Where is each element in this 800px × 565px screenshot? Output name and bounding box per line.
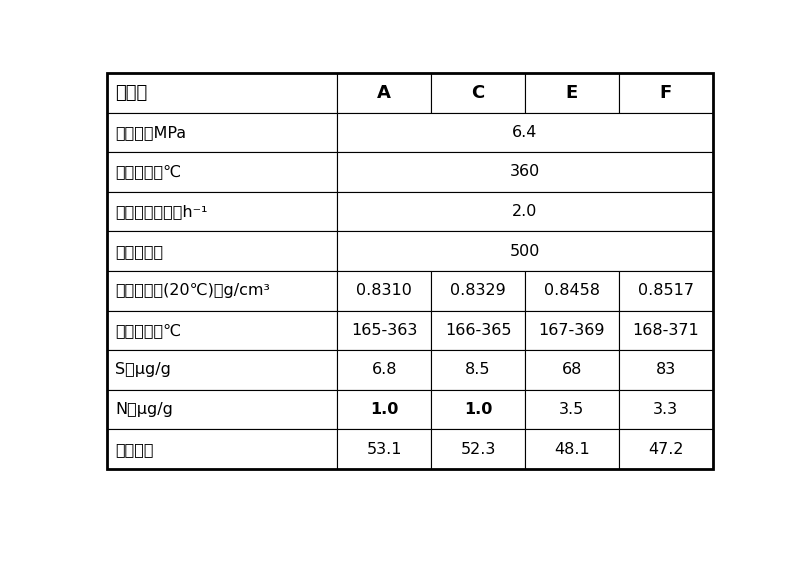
Text: 52.3: 52.3	[460, 442, 496, 457]
Bar	[525, 311, 618, 350]
Bar	[107, 232, 338, 271]
Bar	[107, 311, 338, 350]
Bar	[525, 429, 618, 469]
Text: 3.5: 3.5	[559, 402, 585, 417]
Text: 165-363: 165-363	[351, 323, 418, 338]
Text: C: C	[471, 84, 485, 102]
Text: 500: 500	[510, 244, 540, 259]
Text: 6.8: 6.8	[371, 362, 397, 377]
Bar	[338, 390, 431, 429]
Text: 0.8329: 0.8329	[450, 283, 506, 298]
Bar	[107, 73, 338, 112]
Text: 馏程范围，℃: 馏程范围，℃	[115, 323, 181, 338]
Bar	[107, 271, 338, 311]
Bar	[525, 271, 618, 311]
Bar	[618, 73, 713, 112]
Text: 液时体积空速，h⁻¹: 液时体积空速，h⁻¹	[115, 204, 207, 219]
Bar	[431, 390, 525, 429]
Bar	[338, 350, 431, 390]
Text: 十六烷值: 十六烷值	[115, 442, 154, 457]
Text: 0.8310: 0.8310	[356, 283, 412, 298]
Bar	[107, 152, 338, 192]
Text: F: F	[659, 84, 672, 102]
Text: 167-369: 167-369	[538, 323, 605, 338]
Text: 68: 68	[562, 362, 582, 377]
Bar	[431, 429, 525, 469]
Bar	[338, 271, 431, 311]
Bar	[431, 271, 525, 311]
Bar	[338, 73, 431, 112]
Text: 3.3: 3.3	[653, 402, 678, 417]
Bar	[431, 311, 525, 350]
Text: S，μg/g: S，μg/g	[115, 362, 170, 377]
Text: 2.0: 2.0	[512, 204, 538, 219]
Bar	[107, 390, 338, 429]
Text: 1.0: 1.0	[370, 402, 398, 417]
Bar	[431, 73, 525, 112]
Text: 48.1: 48.1	[554, 442, 590, 457]
Text: 168-371: 168-371	[632, 323, 699, 338]
Text: 83: 83	[655, 362, 676, 377]
Text: 47.2: 47.2	[648, 442, 683, 457]
Text: A: A	[378, 84, 391, 102]
Bar	[338, 152, 713, 192]
Text: 氢分压，MPa: 氢分压，MPa	[115, 125, 186, 140]
Text: 6.4: 6.4	[512, 125, 538, 140]
Bar	[525, 350, 618, 390]
Text: 8.5: 8.5	[466, 362, 491, 377]
Bar	[618, 311, 713, 350]
Bar	[338, 192, 713, 232]
Bar	[338, 232, 713, 271]
Bar	[338, 429, 431, 469]
Text: 反应温度，℃: 反应温度，℃	[115, 164, 181, 180]
Bar	[618, 350, 713, 390]
Bar	[338, 112, 713, 152]
Bar	[525, 390, 618, 429]
Text: 360: 360	[510, 164, 540, 180]
Bar	[618, 390, 713, 429]
Bar	[338, 311, 431, 350]
Bar	[618, 271, 713, 311]
Bar	[431, 350, 525, 390]
Bar	[107, 192, 338, 232]
Bar	[525, 73, 618, 112]
Text: N，μg/g: N，μg/g	[115, 402, 173, 417]
Text: E: E	[566, 84, 578, 102]
Text: 0.8517: 0.8517	[638, 283, 694, 298]
Text: 氢油体积比: 氢油体积比	[115, 244, 163, 259]
Text: 0.8458: 0.8458	[544, 283, 600, 298]
Bar	[107, 350, 338, 390]
Text: 生成油密度(20℃)，g/cm³: 生成油密度(20℃)，g/cm³	[115, 283, 270, 298]
Text: 催化剂: 催化剂	[115, 84, 147, 102]
Bar	[618, 429, 713, 469]
Bar	[107, 112, 338, 152]
Bar	[107, 429, 338, 469]
Text: 166-365: 166-365	[445, 323, 511, 338]
Text: 1.0: 1.0	[464, 402, 492, 417]
Text: 53.1: 53.1	[366, 442, 402, 457]
